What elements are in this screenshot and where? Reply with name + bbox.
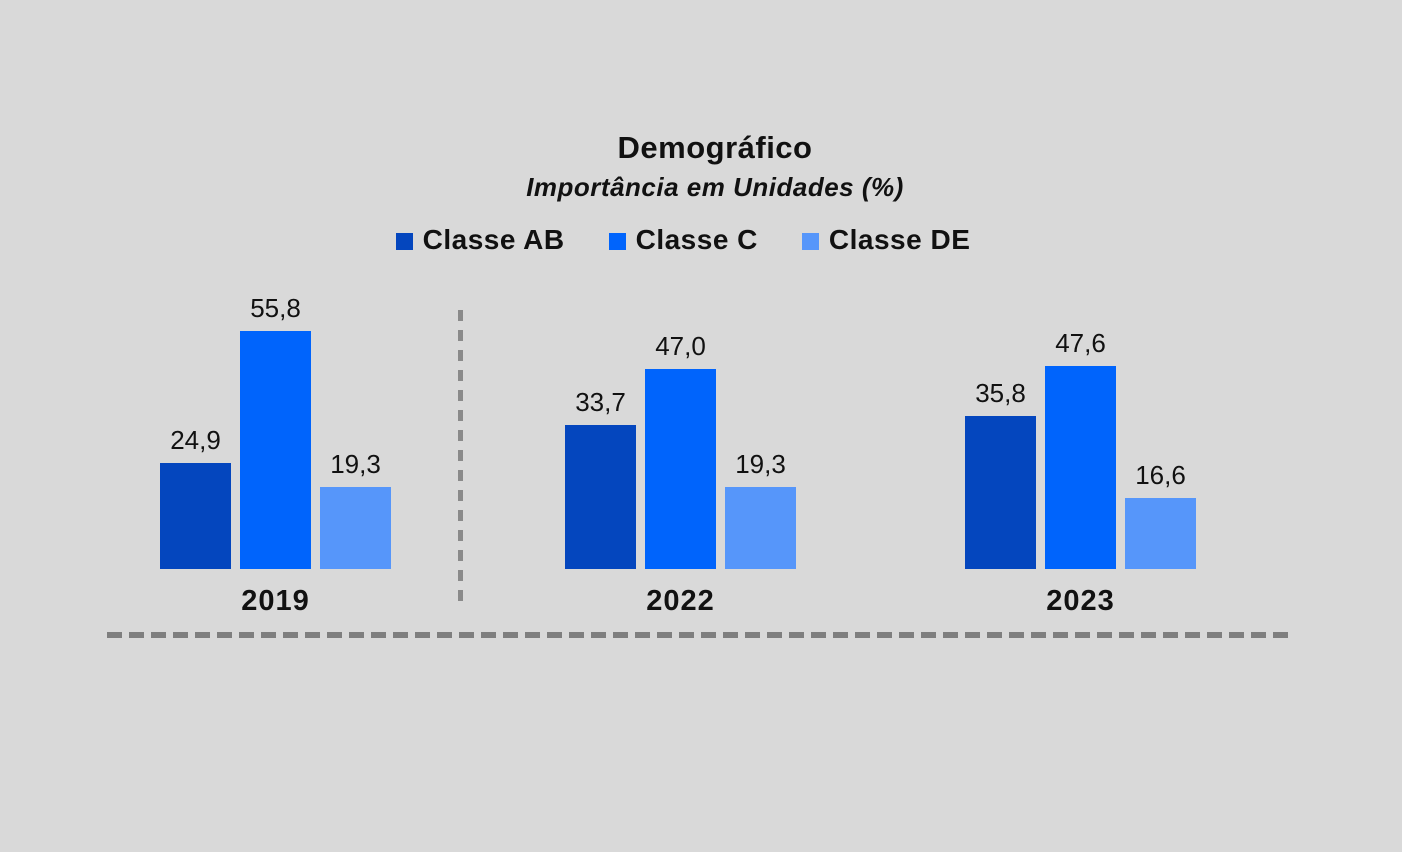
bar-value-label: 47,6: [1055, 328, 1106, 358]
bar-column-2023-classe-de: 16,6: [1125, 461, 1196, 569]
bar: [965, 416, 1036, 569]
bar: [565, 425, 636, 569]
bar-column-2023-classe-c: 47,6: [1045, 329, 1116, 569]
bar-value-label: 35,8: [975, 378, 1026, 408]
legend-swatch-icon: [608, 232, 626, 250]
bar-column-2019-classe-ab: 24,9: [160, 426, 231, 569]
legend-swatch-icon: [395, 232, 413, 250]
legend-label: Classe AB: [422, 224, 565, 255]
bar-group-2019: 24,9 55,8 19,3: [160, 294, 391, 569]
bar-column-2023-classe-ab: 35,8: [965, 379, 1036, 569]
bar: [725, 487, 796, 569]
bar-column-2022-classe-ab: 33,7: [565, 388, 636, 569]
bar-value-label: 19,3: [330, 449, 381, 479]
category-label-2019: 2019: [241, 585, 310, 617]
bar-value-label: 19,3: [735, 449, 786, 479]
category-label-2023: 2023: [1046, 585, 1115, 617]
vertical-dashed-divider: [458, 310, 463, 606]
legend-item-classe-de: Classe DE: [801, 224, 971, 256]
bar-group-2022: 33,7 47,0 19,3: [565, 332, 796, 569]
bar-column-2019-classe-c: 55,8: [240, 294, 311, 569]
bar: [645, 369, 716, 569]
chart-title: Demográfico: [617, 130, 813, 165]
legend-label: Classe C: [635, 224, 758, 255]
bar-group-2023: 35,8 47,6 16,6: [965, 329, 1196, 569]
bar-value-label: 24,9: [170, 425, 221, 455]
bar: [160, 463, 231, 569]
bar: [1045, 366, 1116, 569]
bar-column-2019-classe-de: 19,3: [320, 450, 391, 569]
bar-value-label: 16,6: [1135, 460, 1186, 490]
category-label-2022: 2022: [646, 585, 715, 617]
legend-item-classe-ab: Classe AB: [395, 224, 565, 256]
bar-column-2022-classe-c: 47,0: [645, 332, 716, 569]
bar-value-label: 47,0: [655, 331, 706, 361]
bar-value-label: 55,8: [250, 293, 301, 323]
bar-column-2022-classe-de: 19,3: [725, 450, 796, 569]
legend-swatch-icon: [801, 232, 819, 250]
legend-item-classe-c: Classe C: [608, 224, 758, 256]
legend: Classe AB Classe C Classe DE: [0, 224, 1384, 256]
bar: [320, 487, 391, 569]
chart-header: Demográfico Importância em Unidades (%): [14, 130, 1402, 203]
bar: [1125, 498, 1196, 569]
bar: [240, 331, 311, 569]
bar-value-label: 33,7: [575, 387, 626, 417]
legend-label: Classe DE: [828, 224, 971, 255]
chart-subtitle: Importância em Unidades (%): [526, 172, 904, 202]
horizontal-dashed-line: [107, 632, 1291, 638]
